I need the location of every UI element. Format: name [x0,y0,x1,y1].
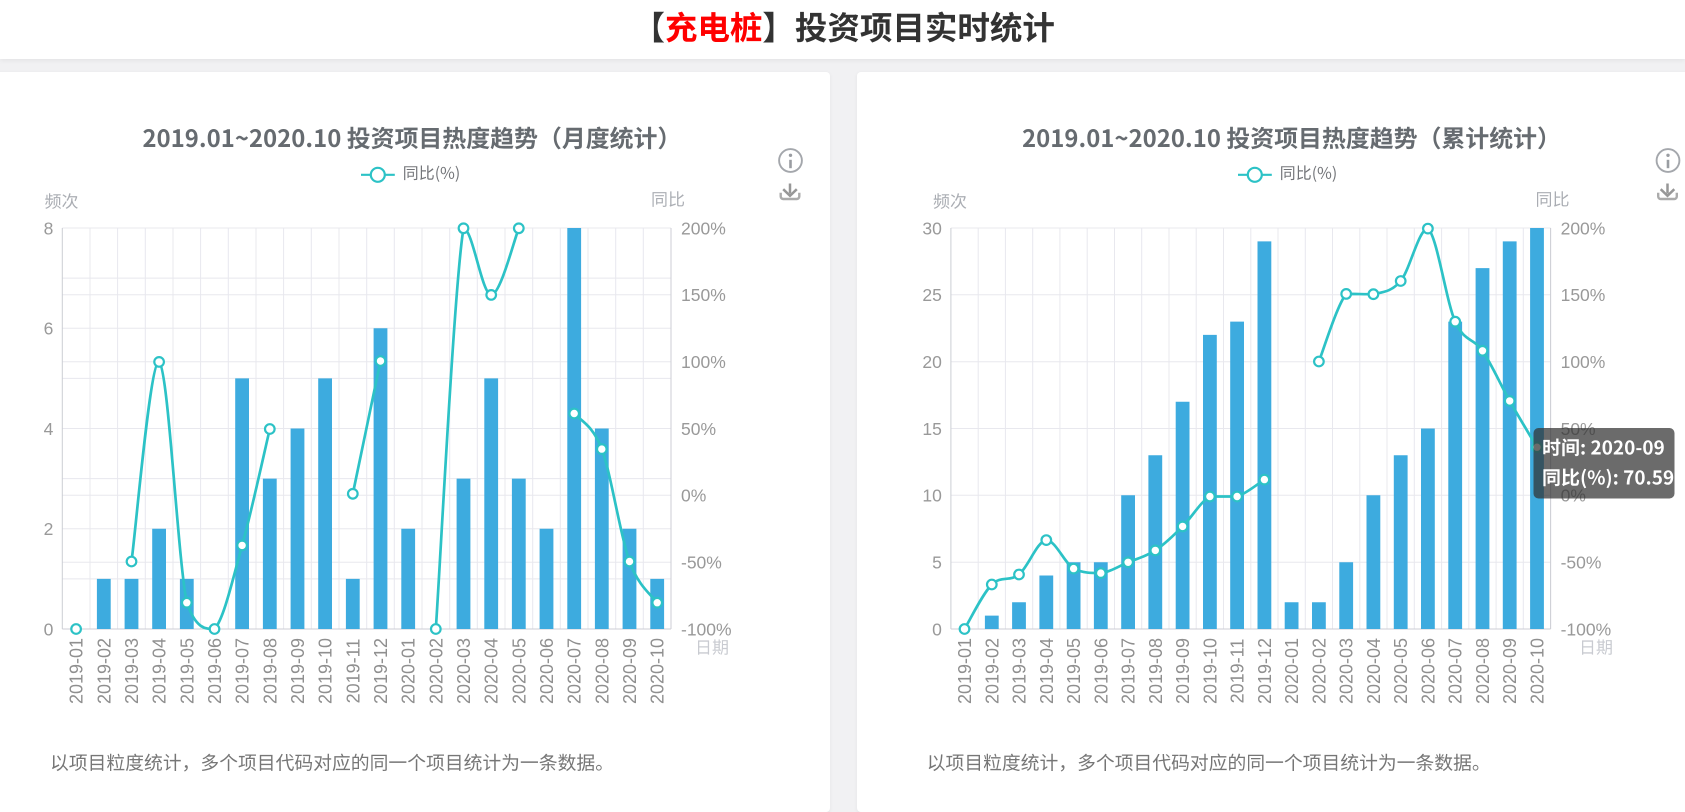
svg-text:2020-03: 2020-03 [454,638,474,704]
svg-text:2019-03: 2019-03 [122,638,142,704]
svg-text:10: 10 [922,486,942,506]
svg-text:2020-01: 2020-01 [399,638,419,704]
svg-text:0: 0 [932,619,942,639]
svg-text:2019-09: 2019-09 [288,638,308,704]
svg-text:2019-12: 2019-12 [371,638,391,704]
svg-text:30: 30 [922,218,942,238]
svg-text:2019-04: 2019-04 [1037,638,1057,704]
svg-text:15: 15 [922,419,941,439]
svg-text:200%: 200% [1561,218,1606,238]
svg-text:2019-02: 2019-02 [94,638,114,704]
svg-text:2020-06: 2020-06 [1418,638,1438,704]
svg-text:-100%: -100% [1561,619,1612,639]
svg-text:8: 8 [44,218,54,238]
svg-text:25: 25 [922,285,941,305]
svg-text:2020-10: 2020-10 [648,638,668,704]
svg-text:200%: 200% [681,218,726,238]
svg-text:2019-10: 2019-10 [1200,638,1220,704]
svg-text:0: 0 [44,619,54,639]
svg-text:2020-09: 2020-09 [620,638,640,704]
svg-text:2019-02: 2019-02 [982,638,1002,704]
svg-text:4: 4 [44,419,54,439]
svg-text:150%: 150% [1561,285,1606,305]
svg-text:2020-02: 2020-02 [1309,638,1329,704]
svg-text:5: 5 [932,553,942,573]
svg-text:2019-03: 2019-03 [1010,638,1030,704]
svg-text:2019-04: 2019-04 [150,638,170,704]
svg-text:2020-08: 2020-08 [1473,638,1493,704]
svg-text:-50%: -50% [681,553,722,573]
svg-text:2020-09: 2020-09 [1500,638,1520,704]
svg-text:2020-08: 2020-08 [592,638,612,704]
svg-text:20: 20 [922,352,942,372]
svg-text:6: 6 [44,319,54,339]
svg-text:2019-05: 2019-05 [177,638,197,704]
svg-text:0%: 0% [681,486,706,506]
svg-text:2019-08: 2019-08 [260,638,280,704]
svg-text:100%: 100% [681,352,726,372]
svg-text:2020-07: 2020-07 [565,638,585,704]
svg-text:2019-10: 2019-10 [316,638,336,704]
svg-text:2019-07: 2019-07 [233,638,253,704]
svg-text:2019-06: 2019-06 [1091,638,1111,704]
svg-text:2019-01: 2019-01 [955,638,975,704]
svg-text:2020-10: 2020-10 [1528,638,1548,704]
svg-text:2019-09: 2019-09 [1173,638,1193,704]
svg-text:2019-01: 2019-01 [67,638,87,704]
svg-text:-100%: -100% [681,619,732,639]
svg-text:-50%: -50% [1561,553,1602,573]
svg-text:2020-04: 2020-04 [482,638,502,704]
svg-text:2019-11: 2019-11 [343,639,363,704]
svg-text:2019-12: 2019-12 [1255,638,1275,704]
svg-text:2020-04: 2020-04 [1364,638,1384,704]
svg-text:50%: 50% [681,419,716,439]
svg-text:2020-05: 2020-05 [509,638,529,704]
svg-text:150%: 150% [681,285,726,305]
svg-text:2019-05: 2019-05 [1064,638,1084,704]
svg-text:2019-11: 2019-11 [1228,639,1248,704]
svg-text:2020-03: 2020-03 [1337,638,1357,704]
svg-text:100%: 100% [1561,352,1606,372]
svg-text:2020-01: 2020-01 [1282,638,1302,704]
svg-text:2020-02: 2020-02 [426,638,446,704]
svg-text:2020-06: 2020-06 [537,638,557,704]
svg-text:2: 2 [44,519,54,539]
svg-text:2019-07: 2019-07 [1119,638,1139,704]
svg-text:2019-06: 2019-06 [205,638,225,704]
svg-text:2019-08: 2019-08 [1146,638,1166,704]
svg-text:2020-05: 2020-05 [1391,638,1411,704]
svg-text:2020-07: 2020-07 [1446,638,1466,704]
